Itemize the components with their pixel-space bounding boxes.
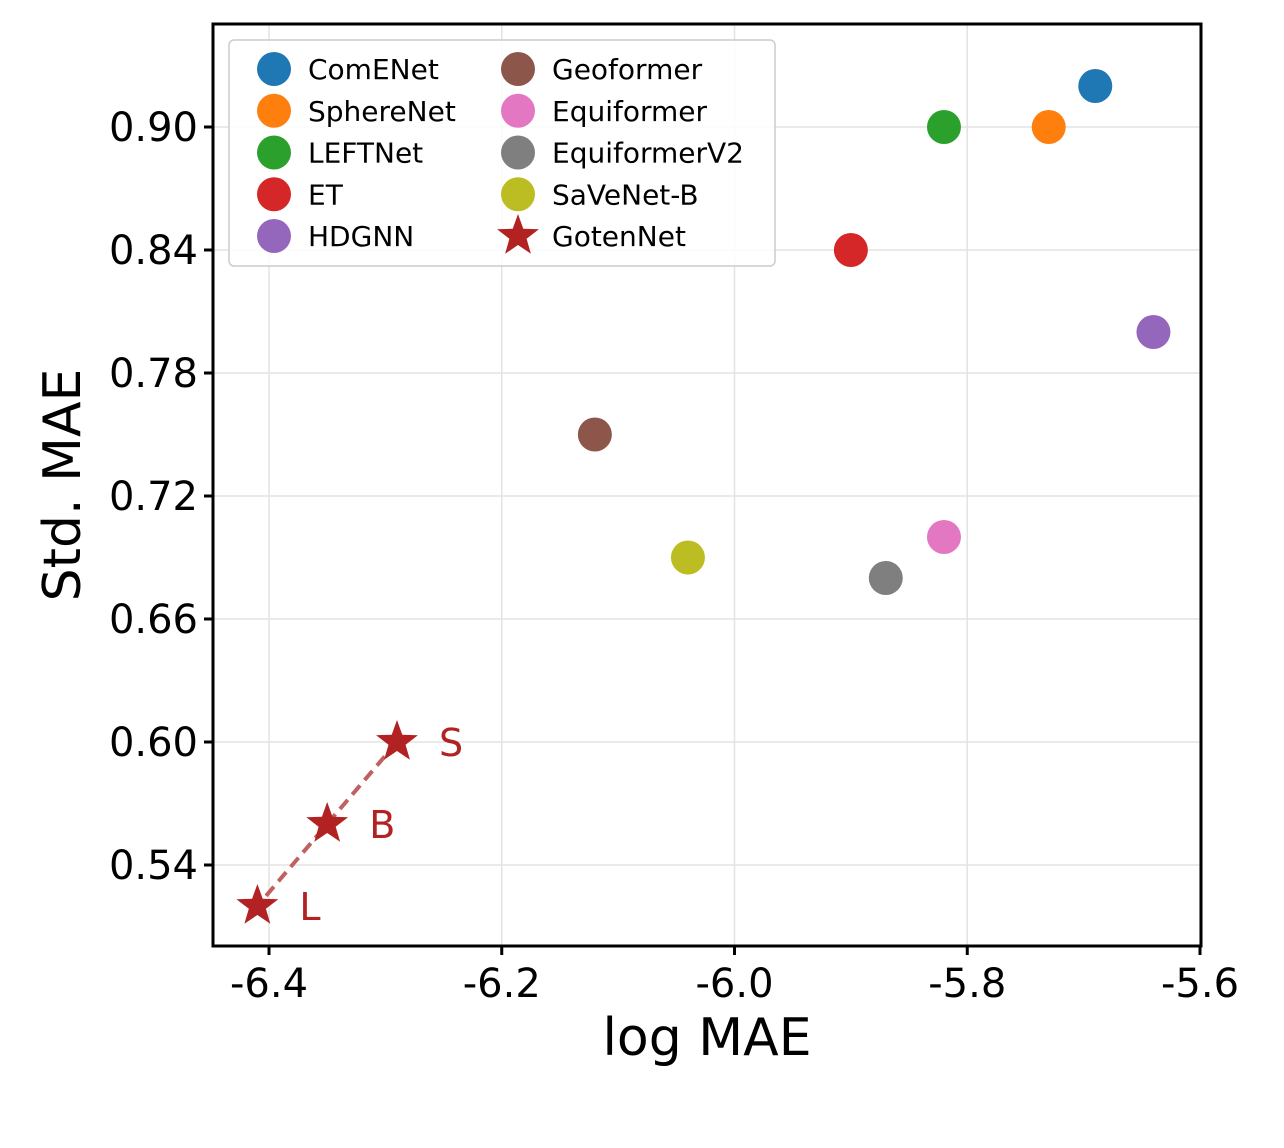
y-tick-label: 0.60 (109, 720, 198, 766)
y-tick-label: 0.72 (109, 474, 198, 520)
gotennet-point (376, 720, 418, 760)
legend-label-et: ET (308, 178, 344, 211)
gotennet-point-label: B (369, 803, 395, 847)
gotennet-point (236, 884, 279, 924)
leftnet-point (926, 110, 961, 144)
axis-ticks: -6.4 -6.2 -6.0 -5.8 -5.6 0.54 0.60 0.66 0.72 0.78… (109, 105, 1239, 1007)
legend-marker-hdgnn (257, 219, 291, 253)
gotennet-point-label: S (439, 721, 463, 765)
x-tick-label: -6.0 (695, 961, 773, 1007)
legend-marker-et (257, 177, 291, 212)
legend-label-gotennet: GotenNet (552, 220, 686, 253)
x-axis-title: log MAE (602, 1008, 811, 1068)
geoformer-point (577, 417, 612, 452)
plot-frame (211, 22, 1203, 948)
legend-marker-equiformerv2 (501, 135, 535, 170)
plot-data: SB L (236, 69, 1171, 929)
legend-marker-geoformer (501, 52, 535, 86)
legend-label-spherenet: SphereNet (308, 95, 456, 128)
y-tick-label: 0.90 (109, 105, 198, 151)
legend-label-leftnet: LEFTNet (308, 137, 423, 170)
comenet-point (1078, 69, 1113, 103)
x-tick-label: -5.8 (928, 961, 1006, 1007)
gotennet-connector-line (255, 740, 399, 908)
legend-label-comenet: ComENet (308, 53, 439, 86)
y-tick-label: 0.78 (109, 351, 198, 397)
equiformer-point (926, 520, 961, 554)
legend-label-hdgnn: HDGNN (308, 220, 414, 253)
hdgnn-point (1136, 315, 1171, 349)
x-tick-label: -6.4 (230, 961, 308, 1007)
legend: ComENet SphereNet LEFTNet ET HDGNN Geoformer E… (228, 39, 776, 267)
x-tick-label: -6.2 (463, 961, 541, 1007)
legend-label-equiformer: Equiformer (552, 95, 708, 128)
y-tick-label: 0.54 (109, 843, 198, 889)
legend-marker-equiformer (501, 93, 535, 128)
savenet-b-point (670, 540, 705, 575)
legend-marker-leftnet (257, 135, 291, 170)
gotennet-point (306, 802, 349, 842)
legend-marker-comenet (257, 52, 291, 86)
et-point (833, 233, 868, 267)
legend-marker-savenet-b (501, 177, 535, 212)
equiformerv2-point (868, 561, 903, 595)
legend-marker-spherenet (257, 93, 291, 128)
legend-label-geoformer: Geoformer (552, 53, 703, 86)
legend-label-savenet-b: SaVeNet-B (552, 178, 699, 211)
y-tick-label: 0.66 (109, 597, 198, 643)
gotennet-point-label: L (299, 885, 320, 929)
y-tick-label: 0.84 (109, 228, 198, 274)
legend-marker-gotennet (497, 214, 539, 254)
spherenet-point (1031, 110, 1066, 144)
y-axis-title: Std. MAE (33, 369, 93, 602)
legend-label-equiformerv2: EquiformerV2 (552, 137, 744, 170)
x-tick-label: -5.6 (1161, 961, 1239, 1007)
